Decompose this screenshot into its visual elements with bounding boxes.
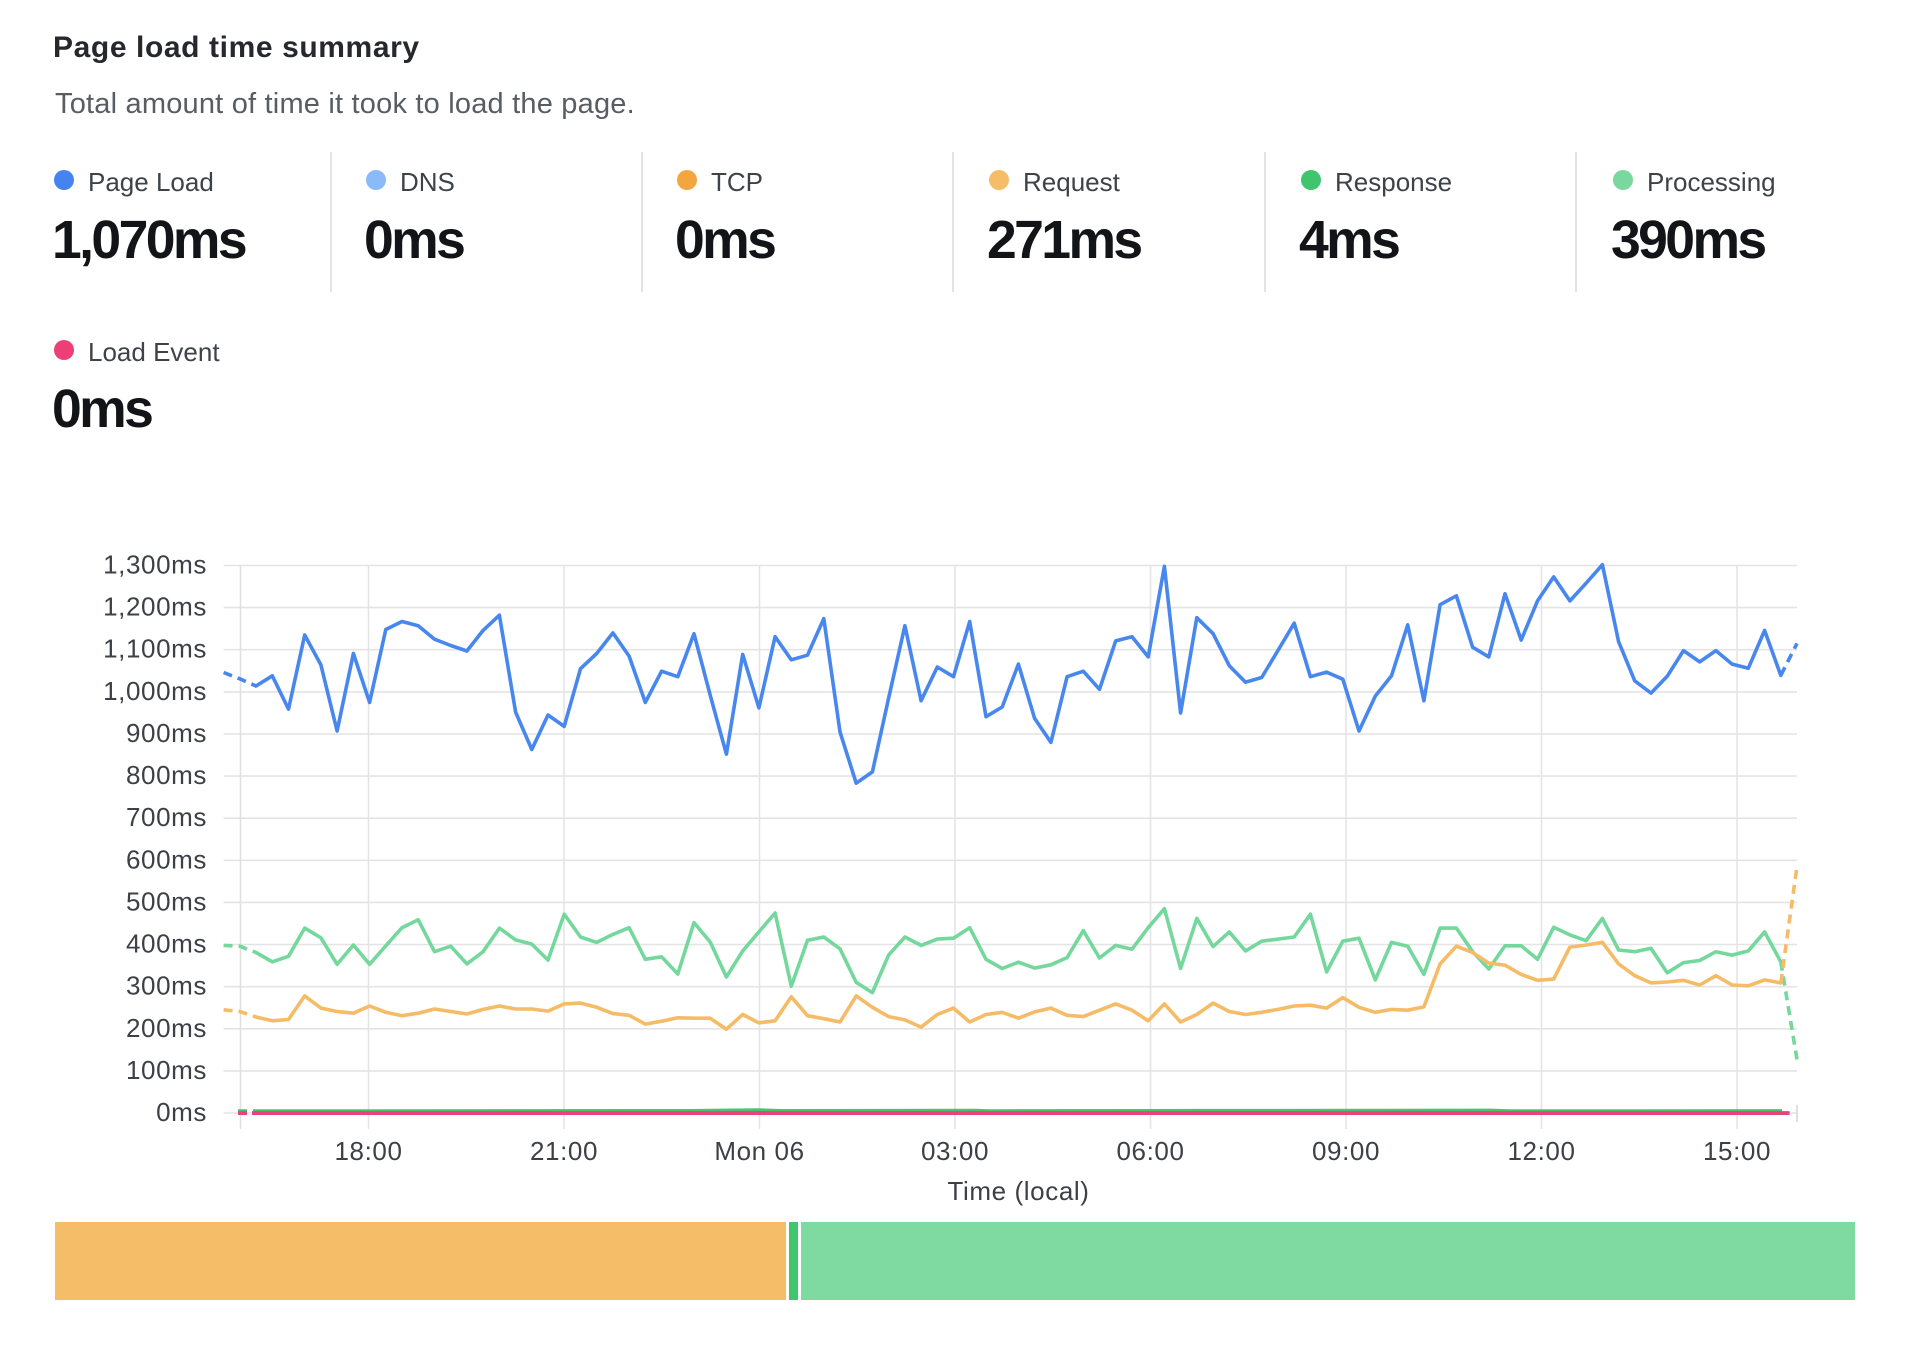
svg-text:700ms: 700ms bbox=[126, 802, 207, 832]
svg-text:15:00: 15:00 bbox=[1703, 1136, 1771, 1166]
svg-text:1,200ms: 1,200ms bbox=[103, 592, 207, 622]
svg-text:600ms: 600ms bbox=[126, 844, 207, 874]
svg-text:800ms: 800ms bbox=[126, 760, 207, 790]
svg-text:0ms: 0ms bbox=[156, 1097, 207, 1127]
svg-text:Time (local): Time (local) bbox=[947, 1176, 1089, 1206]
svg-text:400ms: 400ms bbox=[126, 929, 207, 959]
svg-text:Mon 06: Mon 06 bbox=[714, 1136, 804, 1166]
svg-text:06:00: 06:00 bbox=[1116, 1136, 1184, 1166]
svg-text:03:00: 03:00 bbox=[921, 1136, 989, 1166]
svg-text:1,300ms: 1,300ms bbox=[103, 550, 207, 580]
svg-text:1,100ms: 1,100ms bbox=[103, 634, 207, 664]
svg-text:12:00: 12:00 bbox=[1507, 1136, 1575, 1166]
svg-text:200ms: 200ms bbox=[126, 1013, 207, 1043]
svg-text:09:00: 09:00 bbox=[1312, 1136, 1380, 1166]
svg-text:300ms: 300ms bbox=[126, 971, 207, 1001]
svg-text:1,000ms: 1,000ms bbox=[103, 676, 207, 706]
svg-text:18:00: 18:00 bbox=[334, 1136, 402, 1166]
svg-text:900ms: 900ms bbox=[126, 718, 207, 748]
svg-text:500ms: 500ms bbox=[126, 886, 207, 916]
svg-text:100ms: 100ms bbox=[126, 1055, 207, 1085]
svg-text:21:00: 21:00 bbox=[530, 1136, 598, 1166]
